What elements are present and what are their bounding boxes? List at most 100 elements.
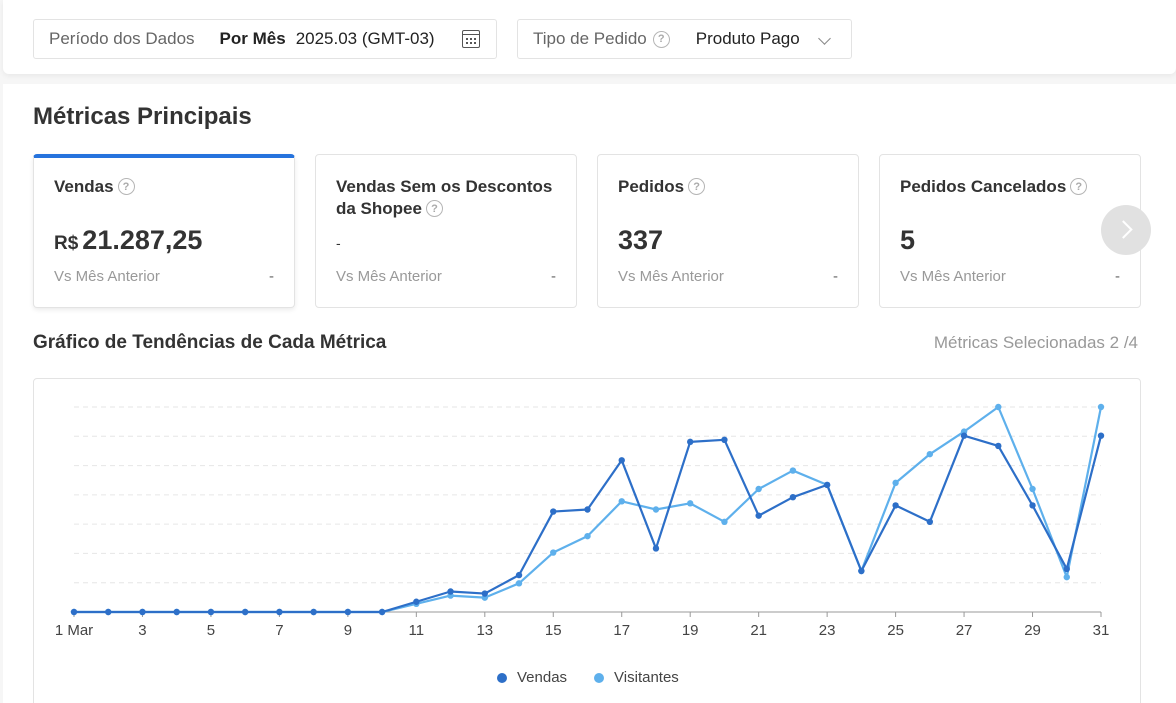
trend-title: Gráfico de Tendências de Cada Métrica xyxy=(33,332,387,353)
period-filter[interactable]: Período dos Dados Por Mês 2025.03 (GMT-0… xyxy=(33,19,497,59)
help-icon[interactable]: ? xyxy=(652,30,670,48)
metrics-panel: Métricas Principais Vendas? R$ 21.287,25 … xyxy=(3,84,1176,703)
data-point-visitantes xyxy=(1063,573,1070,581)
legend-label: Visitantes xyxy=(614,669,679,686)
trend-chart: 1 Mar 3 5 7 9 11 13 15 17 19 21 23 25 27 29 31 xyxy=(55,403,1110,639)
data-point-vendas xyxy=(584,506,591,513)
data-point-vendas xyxy=(789,494,797,501)
legend-item-visitantes[interactable]: Visitantes xyxy=(594,669,679,686)
x-tick-label: 15 xyxy=(545,622,562,639)
x-tick-label: 9 xyxy=(344,622,352,639)
x-tick-label: 13 xyxy=(476,622,493,639)
data-point-vendas xyxy=(413,598,420,605)
metric-card-pedidos[interactable]: Pedidos? 337 Vs Mês Anterior - xyxy=(597,154,859,308)
legend-label: Vendas xyxy=(517,669,568,686)
data-point-visitantes xyxy=(721,518,728,525)
data-point-visitantes xyxy=(618,498,625,505)
period-mode: Por Mês xyxy=(219,29,286,48)
order-type-label: Tipo de Pedido xyxy=(533,29,647,48)
data-point-vendas xyxy=(139,608,146,616)
x-tick-label: 7 xyxy=(275,622,283,639)
compare-label: Vs Mês Anterior xyxy=(54,268,160,285)
compare-value: - xyxy=(1115,268,1120,285)
help-icon[interactable]: ? xyxy=(1070,178,1088,196)
data-point-vendas xyxy=(618,457,625,464)
legend-dot xyxy=(497,672,507,683)
data-point-visitantes xyxy=(995,403,1002,411)
data-point-visitantes xyxy=(892,479,899,487)
help-icon[interactable]: ? xyxy=(117,178,135,196)
data-point-vendas xyxy=(276,608,283,616)
data-point-vendas xyxy=(858,567,865,575)
legend-dot xyxy=(594,672,605,683)
legend-item-vendas[interactable]: Vendas xyxy=(497,669,567,686)
filter-bar: Período dos Dados Por Mês 2025.03 (GMT-0… xyxy=(3,0,1176,74)
data-point-vendas xyxy=(173,608,180,616)
metric-card-vendas[interactable]: Vendas? R$ 21.287,25 Vs Mês Anterior - xyxy=(33,154,295,308)
order-type-select[interactable]: Tipo de Pedido ? Produto Pago xyxy=(517,19,852,59)
compare-value: - xyxy=(833,268,838,285)
trend-chart-container: 1 Mar 3 5 7 9 11 13 15 17 19 21 23 25 27 29 31 Vendas V… xyxy=(33,378,1141,703)
data-point-vendas xyxy=(995,442,1002,450)
metric-card-pedidos-cancelados[interactable]: Pedidos Cancelados? 5 Vs Mês Anterior - xyxy=(879,154,1141,308)
data-point-visitantes xyxy=(515,580,523,587)
help-icon[interactable]: ? xyxy=(688,178,706,196)
order-type-value: Produto Pago xyxy=(695,29,800,48)
period-label: Período dos Dados xyxy=(49,29,195,48)
card-title: Pedidos xyxy=(618,177,685,196)
x-tick-label: 29 xyxy=(1024,622,1041,639)
currency-label: R$ xyxy=(54,233,79,254)
compare-label: Vs Mês Anterior xyxy=(618,268,724,285)
data-point-visitantes xyxy=(755,485,762,493)
calendar-icon[interactable] xyxy=(462,30,480,48)
data-point-vendas xyxy=(1097,432,1105,439)
x-tick-label: 23 xyxy=(819,622,836,639)
data-point-vendas xyxy=(960,432,968,439)
data-point-vendas xyxy=(378,608,386,616)
card-value: 5 xyxy=(900,225,916,255)
data-point-visitantes xyxy=(584,532,591,540)
data-point-vendas xyxy=(105,608,112,616)
selected-metrics-link[interactable]: Métricas Selecionadas 2 /4 xyxy=(933,333,1138,352)
data-point-vendas xyxy=(447,588,454,595)
data-point-vendas xyxy=(721,436,728,443)
next-cards-button[interactable] xyxy=(1101,205,1151,255)
data-point-vendas xyxy=(241,608,249,616)
data-point-vendas xyxy=(892,502,899,509)
data-point-vendas xyxy=(481,590,488,597)
compare-value: - xyxy=(551,268,556,285)
card-title: Vendas Sem os Descontos da Shopee xyxy=(336,177,553,218)
data-point-vendas xyxy=(310,608,317,616)
x-tick-label: 17 xyxy=(613,622,630,639)
data-point-vendas xyxy=(70,608,78,616)
chart-legend: Vendas Visitantes xyxy=(497,669,679,686)
card-title: Vendas xyxy=(54,177,114,196)
data-point-visitantes xyxy=(1029,485,1036,493)
data-point-vendas xyxy=(652,545,660,552)
data-point-visitantes xyxy=(926,450,934,458)
x-tick-label: 19 xyxy=(682,622,699,639)
card-value: - xyxy=(336,235,341,251)
card-value: 337 xyxy=(618,225,664,255)
data-point-visitantes xyxy=(652,506,660,513)
data-point-vendas xyxy=(515,571,523,579)
data-point-visitantes xyxy=(687,500,694,507)
x-tick-label: 25 xyxy=(887,622,904,639)
data-point-vendas xyxy=(687,438,694,446)
data-point-vendas xyxy=(755,512,762,519)
data-point-vendas xyxy=(344,608,352,616)
x-tick-label: 5 xyxy=(207,622,215,639)
data-point-vendas xyxy=(1063,565,1070,573)
compare-label: Vs Mês Anterior xyxy=(900,268,1006,285)
data-point-vendas xyxy=(1029,502,1036,509)
x-tick-label: 31 xyxy=(1093,622,1110,639)
period-value: 2025.03 (GMT-03) xyxy=(295,29,435,48)
x-tick-label: 3 xyxy=(138,622,146,639)
data-point-vendas xyxy=(207,608,215,616)
card-title: Pedidos Cancelados xyxy=(900,177,1067,196)
data-point-visitantes xyxy=(789,467,797,474)
compare-value: - xyxy=(269,268,274,285)
x-tick-label: 1 Mar xyxy=(55,622,93,639)
metric-card-vendas-sem-descontos[interactable]: Vendas Sem os Descontos da Shopee? - Vs … xyxy=(315,154,577,308)
help-icon[interactable]: ? xyxy=(425,200,443,218)
